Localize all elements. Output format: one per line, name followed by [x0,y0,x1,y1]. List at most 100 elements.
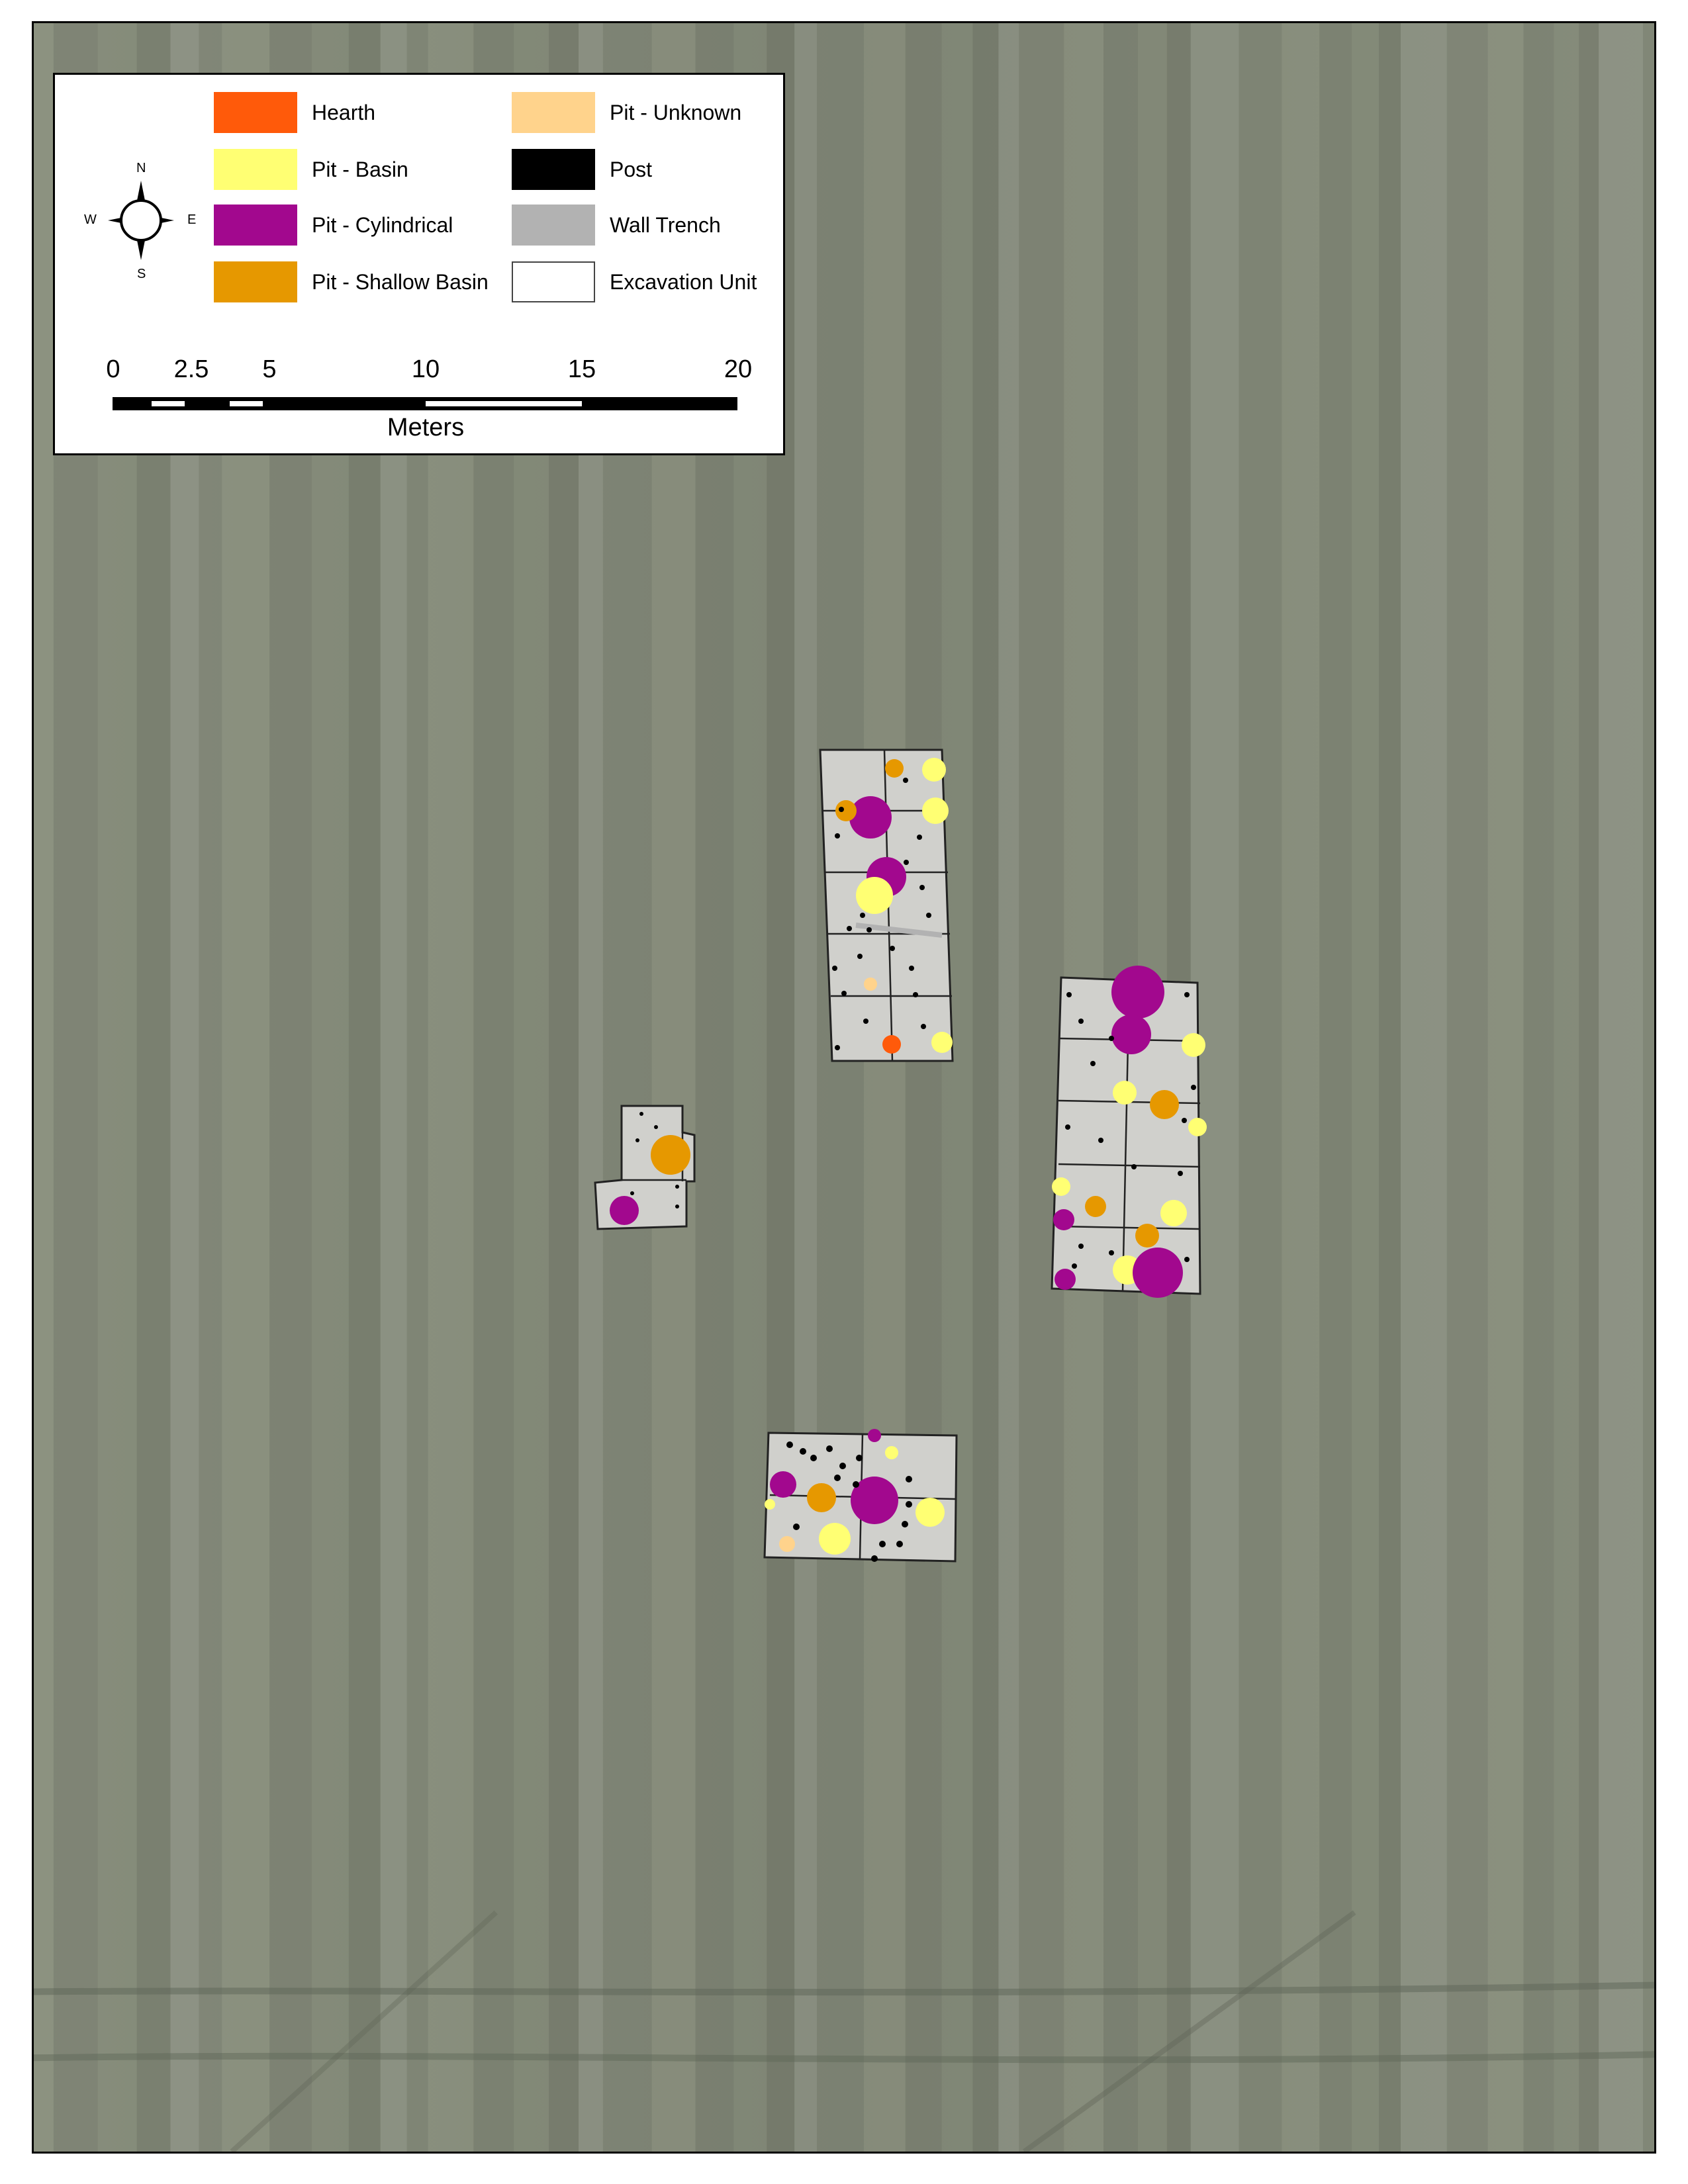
legend-swatch-pit-cylindrical [214,205,297,246]
post-feature [926,913,931,918]
post-feature [1191,1085,1196,1090]
legend-label-post: Post [610,158,653,181]
post-feature [903,778,908,783]
post-feature [1078,1019,1084,1024]
legend-swatch-wall-trench [512,205,595,246]
pit-shallow-basin [1085,1196,1106,1217]
post-feature [857,954,863,959]
post-feature [853,1481,859,1488]
legend-label-wall-trench: Wall Trench [610,213,721,237]
post-feature [1078,1244,1084,1249]
post-feature [835,833,840,839]
post-feature [1072,1263,1077,1269]
compass-south-label: S [137,267,146,281]
post-feature [1098,1138,1103,1143]
legend-swatch-pit-basin [214,149,297,190]
post-feature [1109,1036,1114,1041]
post-feature [904,860,909,865]
pit-basin [1052,1177,1070,1196]
pit-cylindrical [1111,1015,1151,1054]
post-feature [810,1455,817,1461]
post-feature [890,946,895,951]
post-feature [847,926,852,931]
pit-shallow-basin [1135,1224,1159,1248]
post-feature [841,991,847,996]
post-feature [879,1541,886,1547]
post-feature [1182,1118,1187,1123]
post-feature [826,1445,833,1452]
legend-label-pit-unknown: Pit - Unknown [610,101,742,124]
pit-cylindrical [610,1196,639,1225]
pit-basin [1188,1118,1207,1136]
pit-basin [915,1498,945,1527]
post-feature [675,1205,679,1208]
pit-basin [856,877,893,914]
scale-tick-2-5: 2.5 [173,355,209,383]
hearth-feature [882,1035,901,1054]
pit-basin [765,1499,775,1510]
legend-label-pit-basin: Pit - Basin [312,158,408,181]
pit-cylindrical [1111,966,1164,1019]
post-feature [793,1524,800,1530]
pit-unknown [779,1536,795,1552]
post-feature [902,1521,908,1527]
pit-shallow-basin [1150,1090,1179,1119]
post-feature [917,835,922,840]
post-feature [906,1501,912,1508]
post-feature [860,913,865,918]
post-feature [630,1191,634,1195]
legend-swatch-post [512,149,595,190]
scale-tick-10: 10 [411,355,440,383]
post-feature [654,1125,658,1129]
compass-west-label: W [84,212,97,227]
scale-tick-20: 20 [724,355,753,383]
pit-cylindrical [1053,1209,1074,1230]
pit-cylindrical [868,1429,881,1442]
post-feature [1184,992,1190,997]
legend-label-pit-shallow-basin: Pit - Shallow Basin [312,270,489,294]
post-feature [906,1476,912,1482]
pit-basin [922,797,949,824]
excavation-map [594,749,1207,1563]
post-feature [921,1024,926,1029]
post-feature [839,807,844,812]
post-feature [835,1045,840,1050]
post-feature [635,1138,639,1142]
compass-north-label: N [136,161,146,175]
compass-east-label: E [187,212,197,227]
post-feature [839,1463,846,1469]
scale-tick-15: 15 [567,355,596,383]
post-feature [1109,1250,1114,1255]
post-feature [1090,1061,1096,1066]
scale-tick-5: 5 [262,355,277,383]
legend-label-excavation-unit: Excavation Unit [610,270,757,294]
pit-basin [931,1032,953,1053]
legend-swatch-excavation-unit [512,261,595,302]
pit-basin [922,758,946,782]
post-feature [896,1541,903,1547]
post-feature [909,966,914,971]
scale-bar [113,397,737,410]
post-feature [1131,1164,1137,1169]
pit-shallow-basin [885,759,904,778]
unit-grid-line [1058,1225,1201,1230]
post-feature [1065,1124,1070,1130]
scale-tick-0: 0 [106,355,120,383]
legend-swatch-pit-unknown [512,92,595,133]
pit-cylindrical [851,1477,898,1524]
map-legend: N S W E Hearth Pit - Basin Pit - Cylindr… [53,73,785,455]
pit-cylindrical [770,1471,796,1498]
post-feature [675,1185,679,1189]
pit-basin [819,1523,851,1555]
pit-cylindrical [1133,1248,1183,1298]
wall-trench [855,923,943,938]
post-feature [786,1441,793,1448]
post-feature [639,1112,643,1116]
post-feature [834,1475,841,1481]
pit-shallow-basin [807,1483,836,1512]
legend-swatch-hearth [214,92,297,133]
legend-label-pit-cylindrical: Pit - Cylindrical [312,213,453,237]
pit-cylindrical [1055,1269,1076,1290]
pit-basin [1182,1033,1205,1057]
post-feature [1184,1257,1190,1262]
